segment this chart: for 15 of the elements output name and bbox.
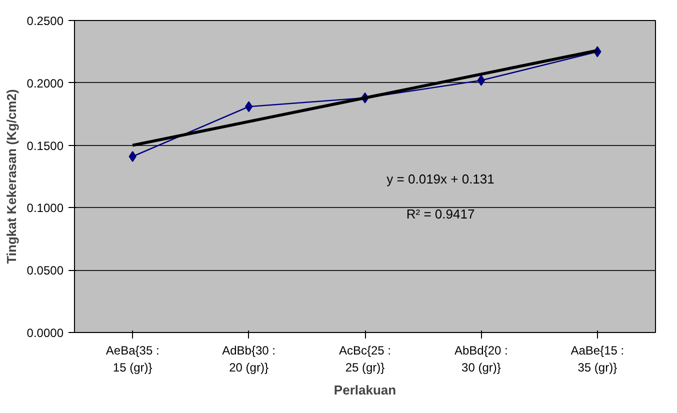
y-tick-label: 0.1000 [26,201,64,216]
x-tick-label: AaBe{15 : 35 (gr)} [570,344,624,374]
annotation: R² = 0.9417 [406,206,475,222]
y-tick-label: 0.2000 [26,76,64,90]
y-tick-label: 0.2500 [26,14,64,28]
x-tick-label: AcBc{25 : 25 (gr)} [338,344,392,374]
y-tick-label: 0.0500 [26,264,64,278]
x-tick-label: AbBd{20 : 30 (gr)} [454,344,508,374]
x-tick-label: AdBb{30 : 20 (gr)} [222,344,276,374]
y-tick-label: 0.1500 [26,138,64,153]
y-tick-label: 0.0000 [26,326,64,340]
y-axis-title: Tingkat Kekerasan (Kg/cm2) [4,89,19,264]
x-tick-label: AeBa{35 : 15 (gr)} [106,344,160,374]
x-axis-title: Perlakuan [334,382,396,398]
annotation: y = 0.019x + 0.131 [386,171,494,186]
